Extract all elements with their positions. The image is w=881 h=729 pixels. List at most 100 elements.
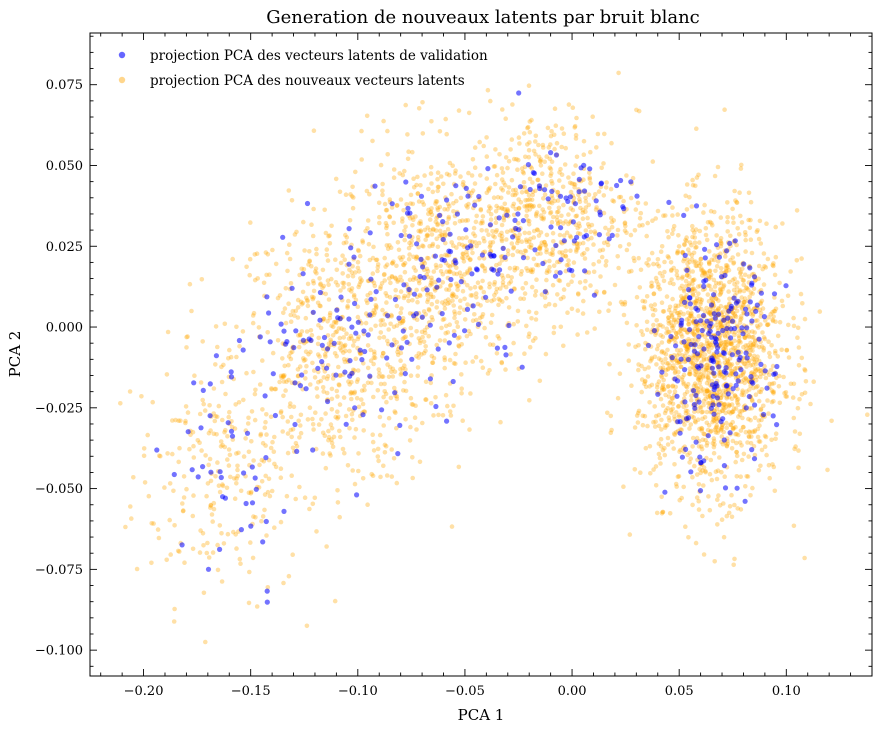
point-new xyxy=(559,172,565,177)
point-new xyxy=(799,256,804,261)
point-new xyxy=(755,318,760,323)
point-new xyxy=(481,235,486,241)
point-new xyxy=(728,422,733,427)
point-new xyxy=(291,404,297,410)
point-new xyxy=(418,229,423,235)
point-new xyxy=(389,312,394,318)
point-new xyxy=(326,233,331,239)
point-new xyxy=(456,343,461,348)
point-new xyxy=(364,113,370,119)
point-new xyxy=(234,481,239,486)
point-validation xyxy=(315,365,321,371)
point-new xyxy=(658,461,663,466)
point-new xyxy=(702,270,707,276)
point-new xyxy=(509,177,515,183)
point-validation xyxy=(704,318,710,324)
point-new xyxy=(387,197,393,202)
point-new xyxy=(394,480,400,486)
point-validation xyxy=(668,333,674,340)
point-new xyxy=(250,320,256,326)
point-new xyxy=(440,272,446,277)
point-new xyxy=(449,293,455,299)
point-new xyxy=(668,268,674,274)
point-new xyxy=(686,321,691,327)
point-new xyxy=(575,244,580,250)
point-validation xyxy=(651,328,658,334)
point-new xyxy=(334,388,340,394)
point-new xyxy=(382,255,388,261)
point-new xyxy=(505,207,510,212)
point-validation xyxy=(721,437,727,443)
point-new xyxy=(693,383,699,389)
point-new xyxy=(370,432,376,438)
point-new xyxy=(732,282,737,287)
point-new xyxy=(260,440,266,446)
point-new xyxy=(724,425,729,431)
point-new xyxy=(410,402,416,408)
point-new xyxy=(441,316,447,322)
point-validation xyxy=(684,416,690,422)
point-new xyxy=(696,507,702,512)
point-new xyxy=(365,218,371,223)
point-new xyxy=(687,194,692,200)
point-new xyxy=(714,233,719,238)
point-new xyxy=(359,388,365,393)
point-validation xyxy=(238,527,244,533)
point-new xyxy=(572,125,577,130)
point-validation xyxy=(406,286,412,293)
point-new xyxy=(412,415,418,421)
point-new xyxy=(736,432,741,438)
point-new xyxy=(309,222,314,227)
point-new xyxy=(601,161,606,166)
point-new xyxy=(615,253,620,259)
point-validation xyxy=(495,271,501,277)
point-new xyxy=(212,418,218,424)
point-new xyxy=(682,343,688,349)
point-new xyxy=(703,367,709,373)
point-validation xyxy=(348,245,354,251)
point-new xyxy=(493,229,499,235)
point-new xyxy=(329,407,335,412)
point-new xyxy=(530,267,536,272)
point-new xyxy=(567,180,573,186)
point-new xyxy=(717,409,723,415)
point-new xyxy=(502,183,508,188)
point-new xyxy=(345,463,351,468)
point-new xyxy=(356,404,362,410)
point-new xyxy=(488,206,493,211)
point-new xyxy=(211,386,217,391)
point-new xyxy=(748,493,753,498)
point-new xyxy=(656,412,662,418)
point-new xyxy=(286,301,291,307)
point-new xyxy=(661,377,666,383)
point-new xyxy=(665,361,671,366)
point-new xyxy=(307,249,312,254)
point-new xyxy=(765,256,771,262)
point-new xyxy=(580,216,586,221)
point-new xyxy=(401,318,406,324)
point-validation xyxy=(520,218,527,224)
point-new xyxy=(320,385,326,390)
point-new xyxy=(400,318,406,324)
point-new xyxy=(684,273,690,278)
point-validation xyxy=(756,336,762,342)
point-new xyxy=(795,405,801,411)
point-validation xyxy=(195,474,201,480)
point-validation xyxy=(743,306,749,312)
point-new xyxy=(672,337,677,342)
legend-marker-validation xyxy=(118,51,126,59)
point-new xyxy=(682,327,687,333)
point-new xyxy=(624,320,630,326)
point-new xyxy=(458,174,463,179)
point-new xyxy=(497,297,503,303)
point-new xyxy=(283,388,288,393)
point-validation xyxy=(249,500,256,506)
point-validation xyxy=(711,370,717,376)
point-new xyxy=(656,282,661,287)
point-new xyxy=(446,216,451,221)
point-new xyxy=(675,275,681,281)
point-new xyxy=(686,247,691,252)
point-new xyxy=(358,276,363,281)
point-new xyxy=(589,222,595,228)
point-new xyxy=(563,254,569,259)
